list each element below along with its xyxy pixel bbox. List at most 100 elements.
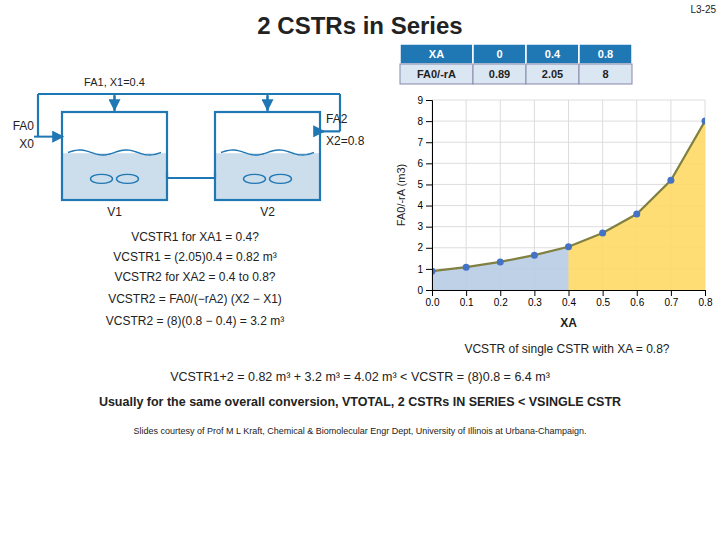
table-cell: [400, 64, 473, 84]
x-tick: 0.8: [699, 290, 713, 308]
y-tick: 2: [417, 242, 432, 253]
table-header: XA: [429, 48, 444, 60]
y-tick-mark: [426, 121, 432, 122]
x-axis: 0.00.10.20.30.40.50.60.70.8: [426, 290, 713, 308]
x-axis-title: XA: [560, 316, 577, 330]
y-tick-label: 1: [417, 264, 423, 275]
x-tick: 0.7: [664, 290, 678, 308]
stream-label: X2=0.8: [326, 134, 365, 148]
x-tick-mark: [500, 290, 501, 296]
flow-arrow: [267, 96, 269, 110]
x-tick: 0.2: [494, 290, 508, 308]
y-axis: 0123456789: [417, 95, 432, 296]
y-tick-mark: [426, 269, 432, 270]
y-tick-mark: [426, 163, 432, 164]
impeller: [244, 174, 266, 183]
x-tick-mark: [603, 290, 604, 296]
cstr-diagram: [34, 94, 340, 200]
y-tick: 3: [417, 221, 432, 232]
impeller: [117, 174, 139, 183]
x-tick-mark: [569, 290, 570, 296]
pipe: [167, 177, 215, 179]
y-tick: 6: [417, 158, 432, 169]
pipe: [214, 172, 216, 178]
x-tick: 0.1: [460, 290, 474, 308]
y-tick-mark: [426, 206, 432, 207]
point: [531, 252, 538, 259]
y-tick-mark: [426, 100, 432, 101]
x-tick-label: 0.1: [460, 297, 474, 308]
x-tick-mark: [671, 290, 672, 296]
slide-id: L3-25: [690, 4, 716, 15]
table-header: 0.4: [545, 48, 561, 60]
impeller: [91, 174, 113, 183]
reactor: [62, 112, 167, 200]
x-tick: 0.3: [528, 290, 542, 308]
y-tick-label: 4: [417, 200, 423, 211]
x-tick-label: 0.5: [596, 297, 610, 308]
table-header-cell: [579, 44, 632, 64]
table-value: FA0/-rA: [417, 68, 456, 80]
table-value: 2.05: [542, 68, 563, 80]
grid: [432, 100, 705, 290]
x-axis-line: [433, 291, 706, 297]
x-tick-label: 0.2: [494, 297, 508, 308]
line: [432, 121, 705, 271]
equation: VCSTR1 = (2.05)0.4 = 0.82 m³: [113, 250, 276, 264]
y-tick-label: 0: [417, 285, 423, 296]
pipe: [38, 93, 340, 95]
flow-arrow: [319, 130, 324, 132]
title: 2 CSTRs in Series: [257, 12, 462, 39]
x-tick-label: 0.4: [562, 297, 576, 308]
y-tick-mark: [426, 184, 432, 185]
grid-line: [432, 184, 705, 185]
pipe: [37, 94, 39, 137]
table-value: 0.89: [489, 68, 510, 80]
x-tick: 0.0: [426, 290, 440, 308]
x-tick-mark: [705, 290, 706, 296]
x-tick-mark: [466, 290, 467, 296]
table-header: 0.8: [598, 48, 613, 60]
plot-marks: [432, 118, 705, 290]
table-value: 8: [602, 68, 608, 80]
x-tick-label: 0.3: [528, 297, 542, 308]
table-header-cell: [473, 44, 526, 64]
table-cell: [473, 64, 526, 84]
y-tick: 1: [417, 264, 432, 275]
x-tick-mark: [637, 290, 638, 296]
x-tick-label: 0.8: [699, 297, 713, 308]
x-tick-label: 0.7: [664, 297, 678, 308]
equation: VCSTR1+2 = 0.82 m³ + 3.2 m³ = 4.02 m³ < …: [170, 370, 550, 384]
y-axis-line: [426, 101, 433, 291]
y-tick: 0: [417, 285, 432, 296]
equation: VCSTR2 for XA2 = 0.4 to 0.8?: [114, 270, 275, 284]
y-tick-label: 6: [417, 158, 423, 169]
grid-line: [432, 163, 705, 164]
grid-line: [432, 142, 705, 143]
liquid: [63, 153, 166, 199]
table-header-cell: [526, 44, 579, 64]
stream-label: X0: [19, 137, 34, 151]
stream-label: FA0: [13, 119, 35, 133]
point: [667, 177, 674, 184]
x-tick: 0.5: [596, 290, 610, 308]
x-tick-mark: [534, 290, 535, 296]
y-tick-label: 7: [417, 137, 423, 148]
reactor-label: V2: [260, 205, 275, 219]
equation: VCSTR2 = FA0/(−rA2) (X2 − X1): [108, 292, 282, 306]
y-tick: 4: [417, 200, 432, 211]
x-tick: 0.4: [562, 290, 576, 308]
stream-label: FA2: [326, 112, 348, 126]
table-header-cell: [400, 44, 473, 64]
y-tick-mark: [426, 290, 432, 291]
y-tick: 5: [417, 179, 432, 190]
y-tick-mark: [426, 142, 432, 143]
reactor: [215, 112, 320, 200]
liquid: [216, 153, 319, 199]
y-tick-mark: [426, 248, 432, 249]
grid-line: [466, 100, 467, 290]
y-tick-label: 8: [417, 116, 423, 127]
slide: 2 CSTRs in SeriesL3-25FA0X0FA1, X1=0.4FA…: [0, 0, 720, 540]
pipe: [166, 172, 168, 178]
point: [599, 230, 606, 237]
